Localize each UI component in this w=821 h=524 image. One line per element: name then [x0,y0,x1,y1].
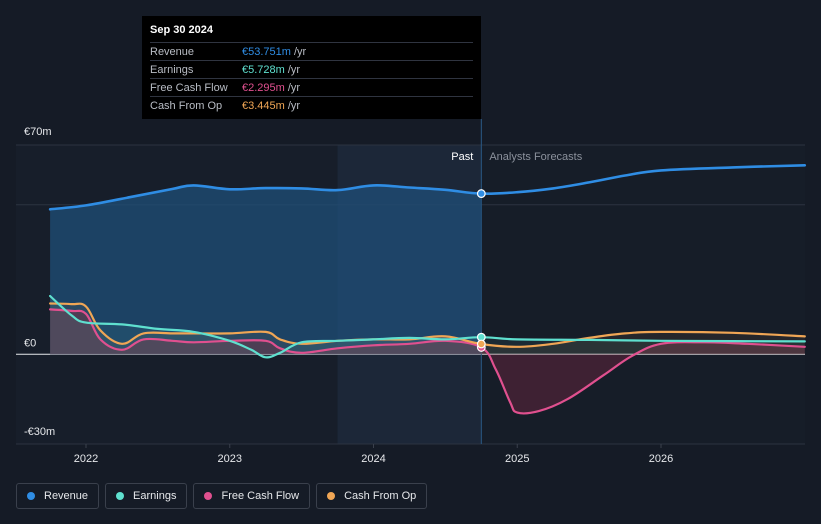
legend-label: Free Cash Flow [221,490,300,502]
tooltip-unit: /yr [293,45,307,58]
tooltip-row-free-cash-flow: Free Cash Flow €2.295m /yr [150,78,473,96]
earnings-dot-icon [116,492,125,500]
legend-label: Earnings [133,490,177,502]
tooltip-unit: /yr [287,99,301,112]
chart-markers [476,189,486,352]
revenue-area [50,185,482,355]
past-label: Past [451,151,473,163]
earnings-line [49,294,806,359]
tooltip-value: €3.445m [242,99,285,112]
x-tick-label: 2025 [505,453,529,465]
tooltip-label: Earnings [150,63,194,76]
tooltip-value: €2.295m [242,81,285,94]
legend-item-revenue[interactable]: Revenue [16,483,100,509]
cash-from-op-marker [476,339,486,349]
tooltip-label: Revenue [150,45,195,58]
tooltip-unit: /yr [287,81,301,94]
tooltip-row-cash-from-op: Cash From Op €3.445m /yr [150,96,473,114]
x-tick-label: 2024 [361,453,385,465]
free-cash-flow-dot-icon [204,492,213,500]
y-tick-label: €70m [24,126,52,138]
x-tick-label: 2023 [218,453,242,465]
tooltip-label: Cash From Op [150,99,223,112]
revenue-line [48,164,807,211]
tooltip-value: €53.751m [242,45,291,58]
tooltip-date: Sep 30 2024 [150,24,213,36]
tooltip-unit: /yr [287,63,301,76]
legend-label: Revenue [44,490,89,502]
x-tick-label: 2022 [74,453,98,465]
tooltip-row-earnings: Earnings €5.728m /yr [150,60,473,78]
legend-item-earnings[interactable]: Earnings [105,483,188,509]
revenue-marker [476,189,486,198]
legend-item-cash-from-op[interactable]: Cash From Op [316,483,428,509]
legend-item-free-cash-flow[interactable]: Free Cash Flow [193,483,311,509]
legend-label: Cash From Op [344,490,417,502]
chart-legend: Revenue Earnings Free Cash Flow Cash Fro… [16,483,428,509]
y-tick-label: -€30m [24,426,55,438]
y-tick-label: €0 [24,337,36,349]
cash-from-op-dot-icon [327,492,336,500]
forecast-label: Analysts Forecasts [489,151,582,163]
chart-lines [48,164,807,415]
earnings-area [50,296,805,358]
tooltip-row-revenue: Revenue €53.751m /yr [150,42,473,60]
x-tick-label: 2026 [649,453,673,465]
chart-labels: €70m €0 -€30m 2022 2023 2024 2025 2026 Past Analy… [24,126,673,465]
revenue-dot-icon [27,492,35,500]
tooltip-label: Free Cash Flow [150,81,228,94]
cash-from-op-line [49,302,806,348]
hover-tooltip: Sep 30 2024 Revenue €53.751m /yr Earning… [142,16,481,119]
free-cash-flow-line [49,308,806,415]
forecast-region [481,145,805,444]
tooltip-value: €5.728m [242,63,285,76]
